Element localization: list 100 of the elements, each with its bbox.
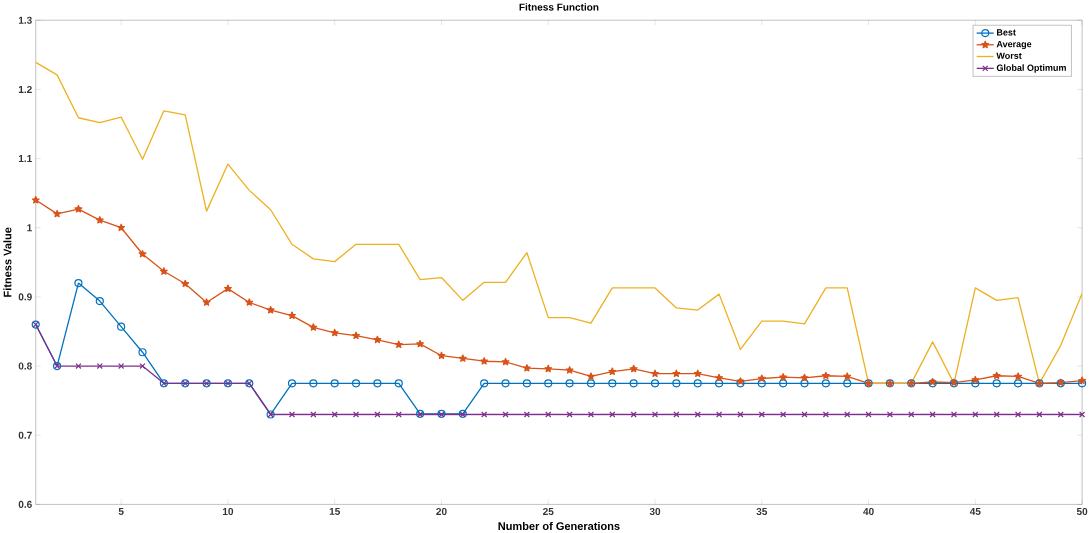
point xyxy=(608,379,617,388)
point xyxy=(971,375,980,384)
point xyxy=(31,195,40,204)
point xyxy=(693,369,702,377)
point xyxy=(673,411,680,418)
point xyxy=(779,379,788,388)
point xyxy=(1079,411,1086,418)
point xyxy=(779,372,788,381)
point xyxy=(886,411,893,418)
point xyxy=(629,379,638,388)
point xyxy=(309,323,318,331)
point xyxy=(757,379,766,388)
point xyxy=(972,411,979,418)
x-tick-label: 5 xyxy=(118,507,124,515)
point xyxy=(565,365,574,374)
point xyxy=(587,411,595,418)
point xyxy=(672,379,681,388)
legend-label: Worst xyxy=(996,52,1022,59)
point xyxy=(53,209,62,218)
point xyxy=(1078,379,1087,388)
point xyxy=(1014,372,1022,380)
point xyxy=(992,371,1001,380)
point xyxy=(352,411,360,418)
point xyxy=(139,362,146,369)
point xyxy=(95,296,104,305)
point xyxy=(501,379,510,388)
point xyxy=(522,363,531,372)
point xyxy=(395,411,402,418)
x-tick-label: 30 xyxy=(649,507,661,515)
point xyxy=(714,379,724,388)
point xyxy=(310,411,317,418)
point xyxy=(118,362,125,369)
point xyxy=(780,411,787,418)
point xyxy=(224,284,232,292)
point xyxy=(587,372,595,380)
point xyxy=(545,411,552,418)
point xyxy=(75,362,82,369)
point xyxy=(929,411,936,418)
point xyxy=(1014,411,1022,418)
point xyxy=(138,249,147,258)
point xyxy=(159,267,168,275)
point xyxy=(74,278,83,288)
point xyxy=(501,357,510,366)
point xyxy=(800,379,809,388)
point xyxy=(138,347,147,357)
point xyxy=(821,371,830,380)
point xyxy=(843,379,852,388)
x-tick-label: 40 xyxy=(863,507,874,515)
point xyxy=(650,379,660,388)
point xyxy=(608,367,617,375)
point xyxy=(245,298,254,306)
point xyxy=(693,379,702,388)
point xyxy=(458,354,467,362)
point xyxy=(309,379,318,388)
x-tick-label: 25 xyxy=(543,507,554,515)
point xyxy=(544,379,553,388)
y-axis-title: Fitness Value xyxy=(3,227,12,297)
point xyxy=(757,374,766,382)
x-tick-label: 50 xyxy=(1076,507,1088,515)
point xyxy=(629,364,638,373)
point xyxy=(330,328,339,337)
point xyxy=(822,411,829,418)
legend-label: Average xyxy=(996,40,1032,49)
point xyxy=(330,379,339,388)
y-tick-label: 1.3 xyxy=(18,16,32,24)
point xyxy=(202,298,211,306)
point xyxy=(566,411,573,418)
point xyxy=(992,379,1001,388)
point xyxy=(331,411,338,418)
x-axis-title: Number of Generations xyxy=(498,521,620,530)
point xyxy=(651,369,659,377)
point xyxy=(373,335,382,344)
point xyxy=(266,305,275,314)
point xyxy=(481,411,488,418)
y-tick-label: 1 xyxy=(27,224,32,232)
point xyxy=(586,379,596,388)
point xyxy=(1057,411,1064,418)
x-tick-label: 10 xyxy=(222,507,234,515)
point xyxy=(523,411,530,418)
point xyxy=(437,351,446,359)
x-tick-label: 15 xyxy=(329,507,340,515)
point xyxy=(351,379,361,388)
point xyxy=(993,411,1000,418)
legend-label: Global Optimum xyxy=(996,64,1066,73)
point xyxy=(672,369,681,377)
point xyxy=(288,411,296,418)
point xyxy=(117,223,126,231)
point xyxy=(522,379,531,388)
y-tick-label: 0.6 xyxy=(18,500,32,508)
point xyxy=(950,411,958,418)
point xyxy=(544,364,553,373)
x-tick-label: 35 xyxy=(756,507,768,515)
point xyxy=(373,379,382,388)
x-tick-label: 45 xyxy=(969,507,981,515)
point xyxy=(609,411,616,418)
point xyxy=(843,372,852,380)
point xyxy=(117,322,126,331)
point xyxy=(694,411,701,418)
point xyxy=(630,411,637,418)
point xyxy=(1036,411,1043,418)
